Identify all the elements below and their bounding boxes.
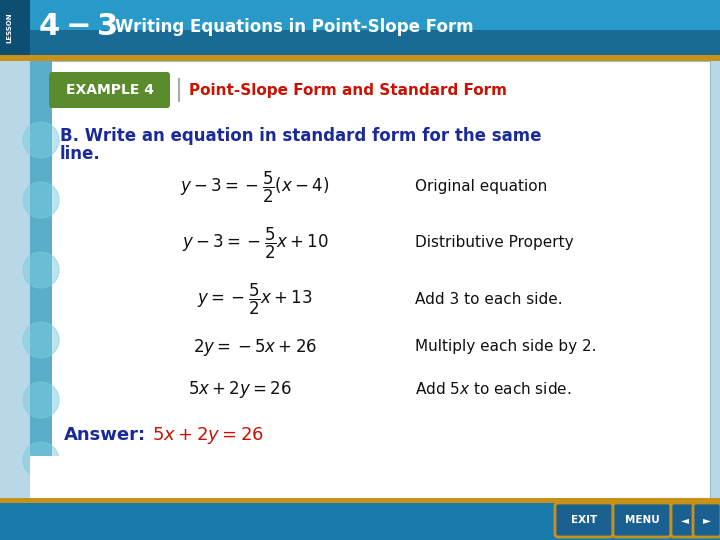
Text: ►: ► [703,515,711,525]
Text: EXAMPLE 4: EXAMPLE 4 [66,83,153,97]
Text: $5x + 2y = 26$: $5x + 2y = 26$ [188,379,292,400]
Text: line.: line. [60,145,101,163]
FancyBboxPatch shape [613,503,671,537]
Text: ◄: ◄ [681,515,689,525]
Bar [0,0,720,55]
Text: MENU: MENU [625,515,660,525]
Text: Add 5$x$ to each side.: Add 5$x$ to each side. [415,381,572,397]
Text: B. Write an equation in standard form for the same: B. Write an equation in standard form fo… [60,127,541,145]
FancyBboxPatch shape [49,72,170,108]
FancyBboxPatch shape [555,503,613,537]
Text: Answer:: Answer: [64,426,146,444]
Text: Add 3 to each side.: Add 3 to each side. [415,292,562,307]
Text: Writing Equations in Point-Slope Form: Writing Equations in Point-Slope Form [115,18,474,37]
Bar [0,0,30,55]
Circle shape [23,382,59,418]
Circle shape [23,182,59,218]
Text: $y=-\dfrac{5}{2}x+13$: $y=-\dfrac{5}{2}x+13$ [197,281,313,316]
Bar [0,498,720,540]
Text: $5x + 2y = 26$: $5x + 2y = 26$ [152,424,264,445]
Bar [0,55,720,61]
Text: Multiply each side by 2.: Multiply each side by 2. [415,340,596,354]
Circle shape [23,122,59,158]
Text: $y-3=-\dfrac{5}{2}x+10$: $y-3=-\dfrac{5}{2}x+10$ [181,225,328,261]
Text: Point-Slope Form and Standard Form: Point-Slope Form and Standard Form [189,83,507,98]
Bar [30,61,52,498]
Text: $2y = -5x + 26$: $2y = -5x + 26$ [193,336,317,357]
Text: Distributive Property: Distributive Property [415,235,574,251]
Text: $\mathbf{4-3}$: $\mathbf{4-3}$ [38,12,117,41]
Circle shape [23,322,59,358]
FancyBboxPatch shape [693,503,720,537]
Bar [0,0,720,30]
Text: Original equation: Original equation [415,179,547,194]
Bar [30,456,610,498]
FancyBboxPatch shape [671,503,699,537]
Text: LESSON: LESSON [6,12,12,43]
Circle shape [23,442,59,478]
Bar [0,498,720,503]
Text: EXIT: EXIT [571,515,597,525]
Bar [30,61,710,498]
Circle shape [23,252,59,288]
Text: $y-3=-\dfrac{5}{2}(x-4)$: $y-3=-\dfrac{5}{2}(x-4)$ [181,170,330,205]
